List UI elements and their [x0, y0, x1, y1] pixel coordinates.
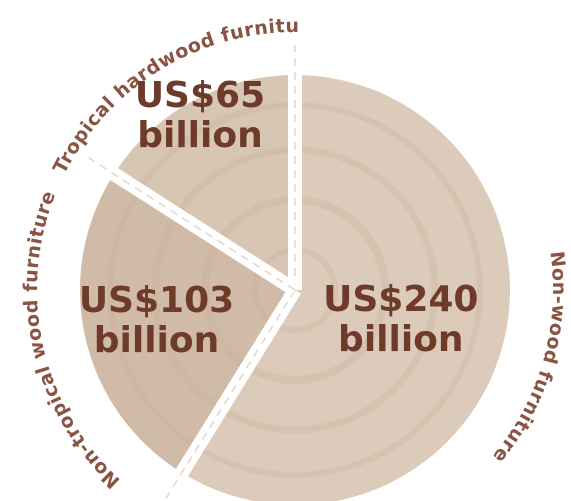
pie-slice [181, 75, 510, 501]
pie-slice [80, 174, 295, 473]
value-label: US$103 billion [78, 280, 235, 362]
pie-slice [113, 75, 296, 290]
slice-gap [160, 286, 301, 501]
value-label: US$65 billion [134, 75, 266, 157]
value-label: US$240 billion [323, 279, 479, 361]
slice-gap [84, 151, 299, 296]
